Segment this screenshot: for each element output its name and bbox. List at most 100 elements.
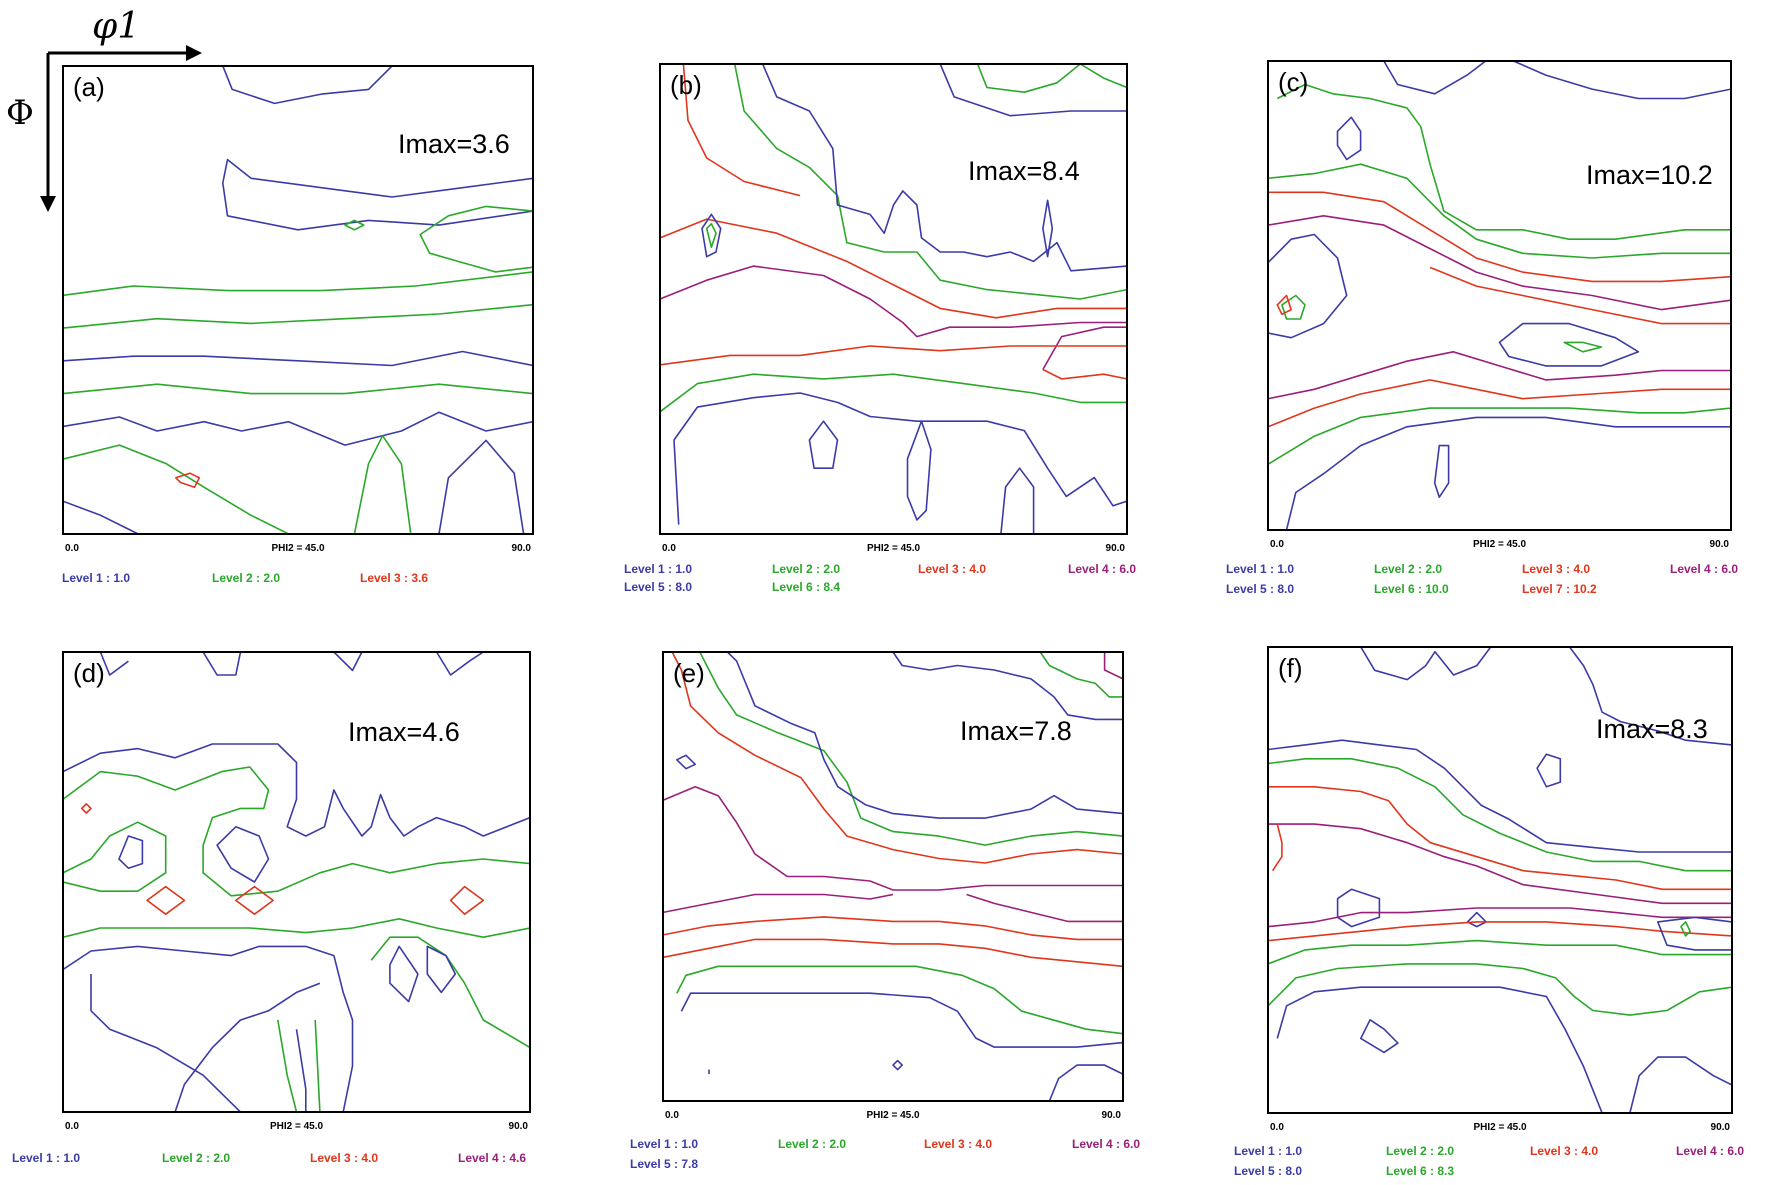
contour-line xyxy=(939,64,1127,117)
contour-line xyxy=(1360,647,1492,681)
contour-line xyxy=(202,652,242,676)
contour-line xyxy=(671,652,1123,864)
contour-line xyxy=(705,223,717,249)
contour-line xyxy=(1276,986,1603,1113)
legend-level-2: Level 2 : 2.0 xyxy=(772,562,840,576)
contour-line xyxy=(976,64,1127,93)
contour-line xyxy=(1268,233,1348,339)
panel-letter: (e) xyxy=(673,658,705,688)
odf-panel-d: (d) Imax=4.6 0.0 PHI2 = 45.0 90.0 Level 1 : 1… xyxy=(12,651,531,1165)
legend-level-2: Level 2 : 2.0 xyxy=(1374,562,1442,576)
contour-line xyxy=(1042,326,1127,370)
contour-line xyxy=(222,158,533,231)
contour-line xyxy=(1000,467,1035,534)
legend-level-1: Level 1 : 1.0 xyxy=(1234,1144,1302,1158)
contour-line xyxy=(1680,921,1691,937)
contour-line xyxy=(63,271,533,297)
contour-line xyxy=(733,64,1127,300)
contour-line xyxy=(63,411,533,446)
contour-line xyxy=(761,64,871,216)
contour-line xyxy=(1268,739,1732,853)
contour-line xyxy=(1268,785,1732,891)
x-tick-center: PHI2 = 45.0 xyxy=(1473,1122,1527,1133)
contour-line xyxy=(1360,1018,1399,1054)
contour-line xyxy=(1513,61,1731,100)
contour-line xyxy=(438,439,525,534)
contour-line xyxy=(892,1059,904,1071)
contour-line xyxy=(663,938,1123,968)
contour-line xyxy=(1268,163,1731,259)
legend-level-3: Level 3 : 4.0 xyxy=(310,1151,378,1165)
contour-line xyxy=(1042,199,1054,258)
x-tick-left: 0.0 xyxy=(65,543,79,554)
x-tick-right: 90.0 xyxy=(1106,543,1126,554)
contour-line xyxy=(63,444,289,534)
x-tick-left: 0.0 xyxy=(65,1121,79,1132)
contour-lines xyxy=(1268,647,1732,1113)
contour-line xyxy=(1268,379,1731,428)
contour-line xyxy=(892,652,1123,721)
contour-line xyxy=(1268,757,1732,872)
x-tick-right: 90.0 xyxy=(1102,1110,1122,1121)
x-tick-center: PHI2 = 45.0 xyxy=(271,543,325,554)
contour-lines xyxy=(660,64,1127,534)
legend-level-4: Level 4 : 6.0 xyxy=(1670,562,1738,576)
contour-line xyxy=(63,945,354,1112)
x-tick-left: 0.0 xyxy=(1270,539,1284,550)
contour-line xyxy=(673,392,1127,525)
imax-label: Imax=3.6 xyxy=(398,129,510,159)
contour-line xyxy=(449,885,485,916)
imax-label: Imax=4.6 xyxy=(348,717,460,747)
panels: (a) Imax=3.6 0.0 PHI2 = 45.0 90.0 Level 1 : 1… xyxy=(12,60,1744,1178)
contour-line xyxy=(1498,322,1640,367)
legend-level-4: Level 4 : 6.0 xyxy=(1068,562,1136,576)
contour-line xyxy=(174,982,321,1112)
contour-line xyxy=(1039,652,1123,698)
contour-line xyxy=(63,821,167,893)
x-tick-left: 0.0 xyxy=(662,543,676,554)
legend-level-1: Level 1 : 1.0 xyxy=(624,562,692,576)
contour-line xyxy=(235,885,274,916)
contour-line xyxy=(80,802,92,814)
contour-line xyxy=(353,434,412,534)
contour-line xyxy=(99,652,129,676)
contour-line xyxy=(63,303,533,329)
contour-lines xyxy=(663,652,1123,1101)
contour-line xyxy=(419,205,533,273)
contour-line xyxy=(63,766,530,897)
axis-indicator: φ1 Φ xyxy=(6,6,202,212)
contour-line xyxy=(1629,1056,1732,1113)
odf-panel-b: (b) Imax=8.4 0.0 PHI2 = 45.0 90.0 Level 1 : 1… xyxy=(624,63,1136,594)
legend-level-1: Level 1 : 1.0 xyxy=(12,1151,80,1165)
legend-level-6: Level 6 : 8.3 xyxy=(1386,1164,1454,1178)
contour-lines xyxy=(63,652,530,1112)
x-tick-center: PHI2 = 45.0 xyxy=(867,543,921,554)
contour-line xyxy=(675,754,697,770)
imax-label: Imax=7.8 xyxy=(960,716,1072,746)
legend-level-5: Level 5 : 7.8 xyxy=(630,1157,698,1171)
contour-line xyxy=(216,825,270,883)
x-tick-left: 0.0 xyxy=(1270,1122,1284,1133)
legend-level-3: Level 3 : 3.6 xyxy=(360,571,428,585)
phi-arrow-head xyxy=(40,196,56,212)
x-tick-center: PHI2 = 45.0 xyxy=(270,1121,324,1132)
contour-line xyxy=(118,835,144,870)
contour-line xyxy=(1268,921,1732,942)
contour-line xyxy=(1657,916,1732,951)
legend-level-7: Level 7 : 10.2 xyxy=(1522,582,1597,596)
contour-line xyxy=(1268,963,1732,1016)
x-tick-left: 0.0 xyxy=(665,1110,679,1121)
contour-line xyxy=(1536,753,1562,788)
imax-label: Imax=8.4 xyxy=(968,156,1080,186)
legend-level-3: Level 3 : 4.0 xyxy=(1530,1144,1598,1158)
contour-line xyxy=(1010,241,1127,272)
x-tick-right: 90.0 xyxy=(509,1121,529,1132)
contour-line xyxy=(906,420,932,521)
contour-line xyxy=(314,1019,321,1112)
contour-line xyxy=(1268,407,1731,465)
legend-level-2: Level 2 : 2.0 xyxy=(1386,1144,1454,1158)
odf-panel-e: (e) Imax=7.8 0.0 PHI2 = 45.0 90.0 Level 1 : 1… xyxy=(630,651,1140,1171)
contour-line xyxy=(682,64,801,197)
contour-line xyxy=(660,218,1127,319)
